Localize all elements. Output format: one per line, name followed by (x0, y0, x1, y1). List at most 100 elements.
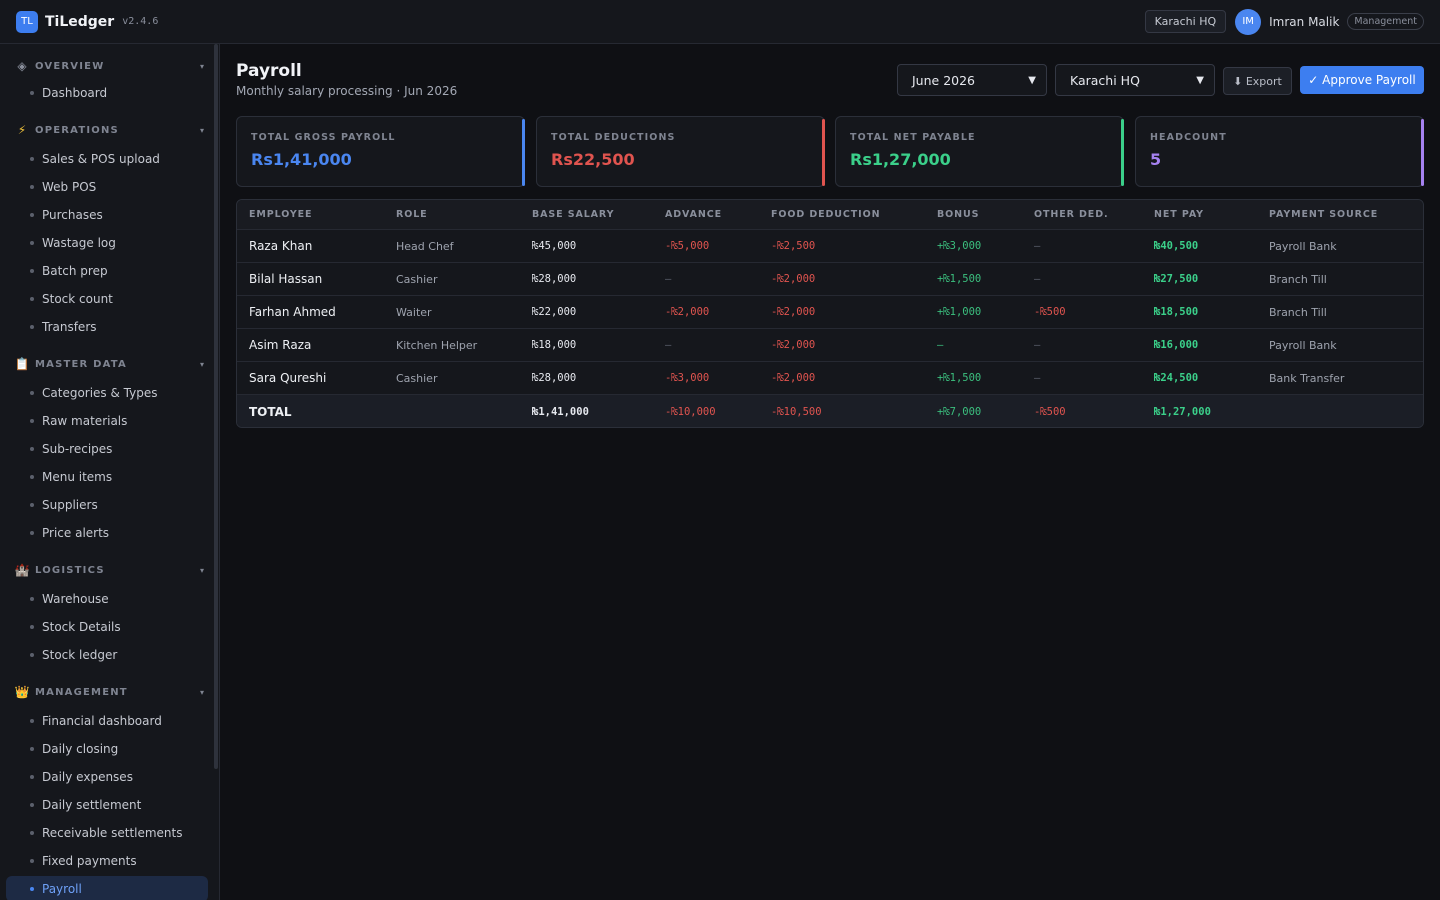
table-row[interactable]: Sara Qureshi Cashier ₨28,000 -₨3,000 -₨2… (237, 362, 1423, 395)
payment-source: Bank Transfer (1269, 371, 1345, 385)
bullet-dot (30, 653, 34, 657)
sidebar-item-purchases[interactable]: Purchases (6, 202, 208, 228)
sidebar-item-financial-dashboard[interactable]: Financial dashboard (6, 708, 208, 734)
sidebar-item-warehouse[interactable]: Warehouse (6, 586, 208, 612)
sidebar-item-daily-expenses[interactable]: Daily expenses (6, 764, 208, 790)
total-food-deduction: -₨10,500 (771, 405, 822, 418)
card-total-gross-payroll: TOTAL GROSS PAYROLL Rs1,41,000 (236, 116, 525, 187)
chevron-down-icon: ▼ (1196, 74, 1204, 86)
section-logistics[interactable]: 🏰 LOGISTICS ▾ (14, 562, 204, 578)
sidebar-item-daily-closing[interactable]: Daily closing (6, 736, 208, 762)
sidebar-item-wastage-log[interactable]: Wastage log (6, 230, 208, 256)
bullet-dot (30, 325, 34, 329)
chevron-down-icon[interactable]: ▾ (199, 565, 204, 575)
chevron-down-icon[interactable]: ▾ (199, 125, 204, 135)
column-header[interactable]: BASE SALARY (532, 209, 615, 220)
sidebar-item-categories-types[interactable]: Categories & Types (6, 380, 208, 406)
sidebar-item-web-pos[interactable]: Web POS (6, 174, 208, 200)
section-master-data[interactable]: 📋 MASTER DATA ▾ (14, 356, 204, 372)
table-row[interactable]: Bilal Hassan Cashier ₨28,000 — -₨2,000 +… (237, 263, 1423, 296)
app-logo[interactable]: TL (16, 10, 38, 33)
employee-role: Cashier (396, 371, 438, 385)
table-row[interactable]: Farhan Ahmed Waiter ₨22,000 -₨2,000 -₨2,… (237, 296, 1423, 329)
bullet-dot (30, 297, 34, 301)
chevron-down-icon[interactable]: ▾ (199, 359, 204, 369)
table-header-row: EMPLOYEE ROLE BASE SALARY ADVANCE FOOD D… (237, 200, 1423, 230)
sidebar-item-sub-recipes[interactable]: Sub-recipes (6, 436, 208, 462)
sidebar-item-batch-prep[interactable]: Batch prep (6, 258, 208, 284)
sidebar-item-fixed-payments[interactable]: Fixed payments (6, 848, 208, 874)
column-header[interactable]: BONUS (937, 209, 980, 220)
bullet-dot (30, 269, 34, 273)
sidebar-item-stock-ledger[interactable]: Stock ledger (6, 642, 208, 668)
column-header[interactable]: OTHER DED. (1034, 209, 1109, 220)
section-management[interactable]: 👑 MANAGEMENT ▾ (14, 684, 204, 700)
sidebar-item-menu-items[interactable]: Menu items (6, 464, 208, 490)
advance: -₨2,000 (665, 306, 710, 318)
sidebar-item-sales-pos-upload[interactable]: Sales & POS upload (6, 146, 208, 172)
column-header[interactable]: EMPLOYEE (249, 209, 313, 220)
export-button[interactable]: ⬇ Export (1223, 67, 1292, 95)
table-row[interactable]: Asim Raza Kitchen Helper ₨18,000 — -₨2,0… (237, 329, 1423, 362)
sidebar-item-stock-count[interactable]: Stock count (6, 286, 208, 312)
card-value: Rs1,27,000 (850, 150, 951, 169)
sidebar-item-label: Price alerts (42, 526, 110, 540)
bullet-dot (30, 503, 34, 507)
branch-select[interactable]: Karachi HQ ▼ (1055, 64, 1215, 96)
section-overview[interactable]: ◈ OVERVIEW ▾ (14, 58, 204, 74)
payment-source: Payroll Bank (1269, 338, 1337, 352)
avatar[interactable]: IM (1235, 8, 1262, 35)
column-header[interactable]: ROLE (396, 209, 428, 220)
employee-role: Cashier (396, 272, 438, 286)
food-deduction: -₨2,000 (771, 306, 816, 318)
clipboard-icon: 📋 (14, 357, 30, 371)
section-label: MANAGEMENT (35, 686, 128, 698)
column-header[interactable]: FOOD DEDUCTION (771, 209, 881, 220)
total-advance: -₨10,000 (665, 405, 716, 418)
bullet-dot (30, 391, 34, 395)
section-label: OVERVIEW (35, 60, 105, 72)
bonus: +₨3,000 (937, 240, 982, 252)
bonus: — (937, 339, 944, 351)
table-row[interactable]: Raza Khan Head Chef ₨45,000 -₨5,000 -₨2,… (237, 230, 1423, 263)
bullet-dot (30, 157, 34, 161)
section-label: MASTER DATA (35, 358, 127, 370)
bullet-dot (30, 625, 34, 629)
sidebar-item-dashboard[interactable]: Dashboard (6, 80, 208, 106)
column-header[interactable]: PAYMENT SOURCE (1269, 209, 1379, 220)
sidebar-item-receivable-settlements[interactable]: Receivable settlements (6, 820, 208, 846)
sidebar-item-label: Daily closing (42, 742, 119, 756)
sidebar-item-transfers[interactable]: Transfers (6, 314, 208, 340)
net-pay: ₨27,500 (1154, 273, 1199, 285)
user-name[interactable]: Imran Malik (1269, 14, 1340, 29)
card-accent-bar (1421, 119, 1424, 186)
other-deduction: -₨500 (1034, 306, 1066, 318)
approve-payroll-button[interactable]: ✓ Approve Payroll (1300, 66, 1424, 94)
base-salary: ₨18,000 (532, 339, 577, 351)
sidebar-item-stock-details[interactable]: Stock Details (6, 614, 208, 640)
sidebar-item-raw-materials[interactable]: Raw materials (6, 408, 208, 434)
sidebar-item-suppliers[interactable]: Suppliers (6, 492, 208, 518)
sidebar-item-payroll[interactable]: Payroll (6, 876, 208, 900)
chevron-down-icon[interactable]: ▾ (199, 687, 204, 697)
card-accent-bar (522, 119, 525, 186)
month-select[interactable]: June 2026 ▼ (897, 64, 1047, 96)
chevron-down-icon[interactable]: ▾ (199, 61, 204, 71)
sidebar-scrollbar[interactable] (214, 44, 218, 769)
branch-chip[interactable]: Karachi HQ (1144, 10, 1227, 33)
card-headcount: HEADCOUNT 5 (1135, 116, 1424, 187)
sidebar-item-price-alerts[interactable]: Price alerts (6, 520, 208, 546)
column-header[interactable]: ADVANCE (665, 209, 723, 220)
total-base-salary: ₨1,41,000 (532, 405, 589, 418)
section-operations[interactable]: ⚡ OPERATIONS ▾ (14, 122, 204, 138)
crown-icon: 👑 (14, 685, 30, 699)
bonus: +₨1,500 (937, 273, 982, 285)
column-header[interactable]: NET PAY (1154, 209, 1204, 220)
bullet-dot (30, 91, 34, 95)
advance: — (665, 339, 672, 351)
sidebar-item-daily-settlement[interactable]: Daily settlement (6, 792, 208, 818)
sidebar-item-label: Stock count (42, 292, 113, 306)
sidebar-item-label: Payroll (42, 882, 82, 896)
advance: -₨5,000 (665, 240, 710, 252)
net-pay: ₨40,500 (1154, 240, 1199, 252)
